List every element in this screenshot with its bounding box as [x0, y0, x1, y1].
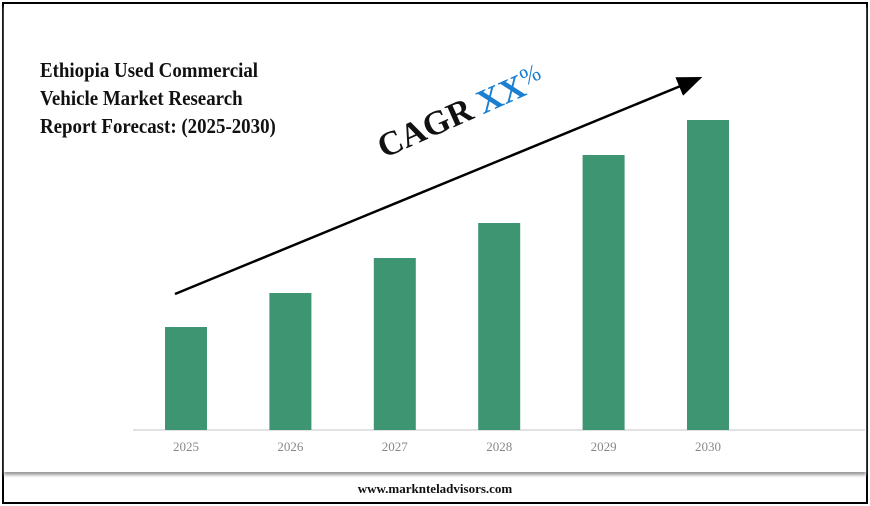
bar-2025 — [165, 327, 207, 430]
x-tick-label: 2028 — [486, 439, 512, 454]
x-tick-label: 2030 — [695, 439, 721, 454]
footer-website: www.marknteladvisors.com — [357, 481, 513, 496]
bar-2027 — [373, 258, 416, 430]
title-line-1: Ethiopia Used Commercial — [40, 58, 259, 82]
bar-2030 — [687, 120, 729, 430]
x-tick-label: 2026 — [277, 439, 304, 454]
bar-2026 — [269, 293, 312, 430]
bar-2029 — [582, 155, 625, 430]
title-line-2: Vehicle Market Research — [40, 86, 243, 110]
title-line-3: Report Forecast: (2025-2030) — [40, 114, 276, 138]
x-tick-label: 2029 — [591, 439, 617, 454]
x-tick-label: 2027 — [382, 439, 409, 454]
x-tick-label: 2025 — [173, 439, 199, 454]
bar-2028 — [478, 223, 521, 430]
chart-title: Ethiopia Used Commercial Vehicle Market … — [40, 56, 276, 140]
trend-arrow — [174, 76, 703, 296]
